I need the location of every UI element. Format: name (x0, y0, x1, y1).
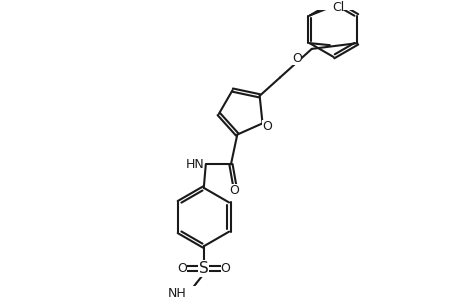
Text: O: O (291, 52, 301, 65)
Text: NH: NH (167, 287, 186, 300)
Text: O: O (229, 184, 239, 197)
Text: O: O (177, 262, 186, 275)
Text: HN: HN (185, 158, 204, 171)
Text: O: O (262, 120, 272, 133)
Text: Cl: Cl (331, 1, 343, 14)
Text: O: O (220, 262, 230, 275)
Text: S: S (198, 261, 208, 276)
